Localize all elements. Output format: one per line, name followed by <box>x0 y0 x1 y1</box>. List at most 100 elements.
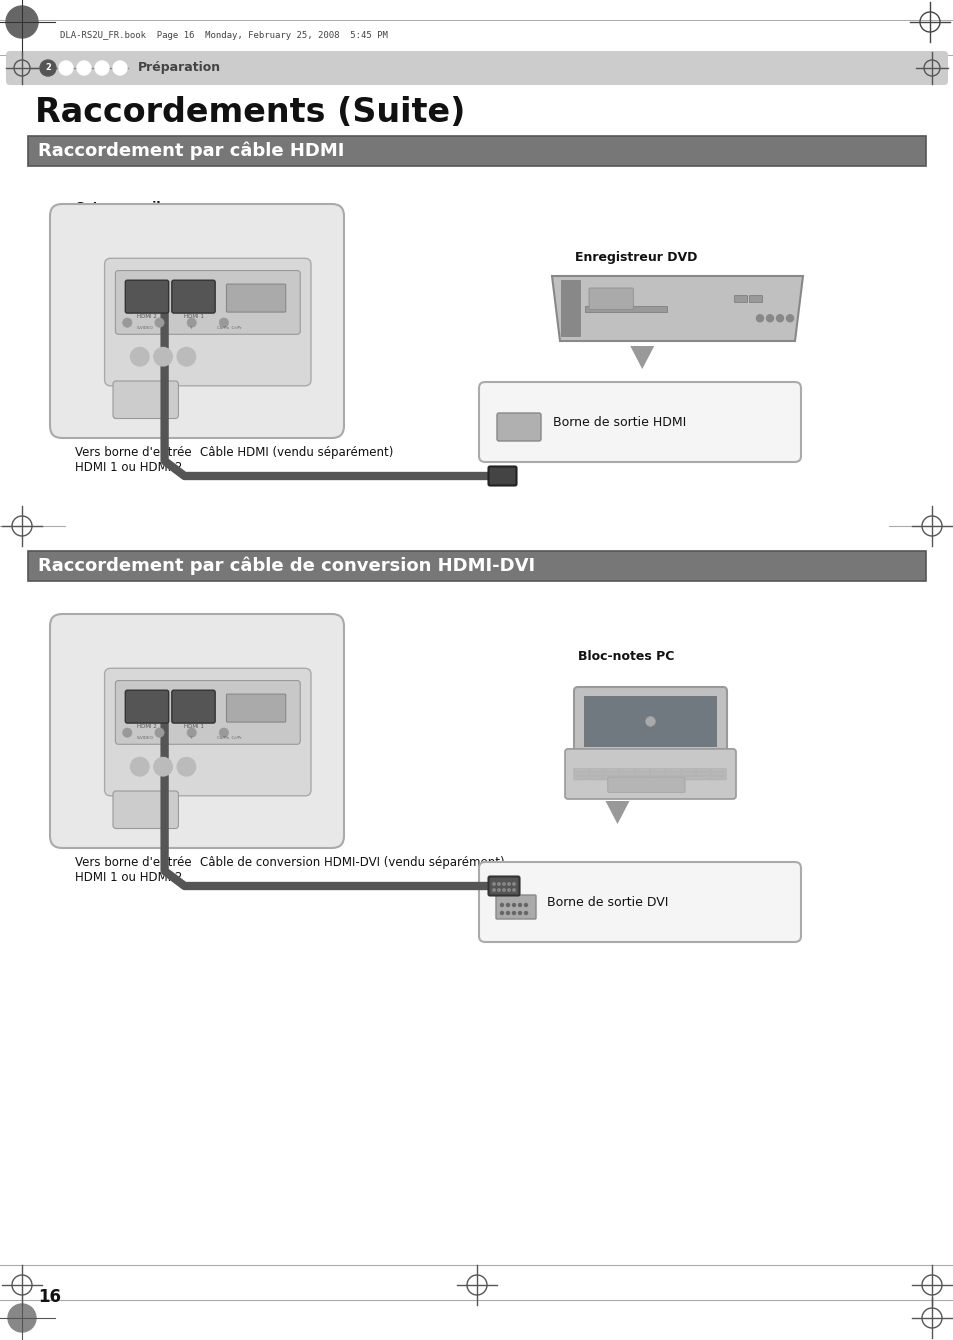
FancyBboxPatch shape <box>696 769 710 772</box>
FancyBboxPatch shape <box>650 777 664 780</box>
Polygon shape <box>552 276 802 340</box>
Text: 2: 2 <box>45 63 51 72</box>
FancyBboxPatch shape <box>28 135 925 166</box>
FancyBboxPatch shape <box>478 382 801 462</box>
FancyBboxPatch shape <box>172 690 215 724</box>
Circle shape <box>500 903 503 906</box>
Circle shape <box>153 347 172 366</box>
FancyBboxPatch shape <box>564 749 735 799</box>
Circle shape <box>756 315 762 322</box>
Circle shape <box>507 883 510 886</box>
Text: Cet appareil: Cet appareil <box>75 201 160 214</box>
Text: Préparation: Préparation <box>138 62 221 75</box>
FancyBboxPatch shape <box>696 773 710 776</box>
FancyBboxPatch shape <box>50 614 344 848</box>
Circle shape <box>513 883 515 886</box>
FancyBboxPatch shape <box>583 695 717 746</box>
FancyBboxPatch shape <box>112 791 178 828</box>
FancyBboxPatch shape <box>589 777 603 780</box>
Circle shape <box>131 347 149 366</box>
Text: Bloc-notes PC: Bloc-notes PC <box>578 650 674 663</box>
FancyBboxPatch shape <box>28 551 925 582</box>
Ellipse shape <box>95 62 109 75</box>
FancyBboxPatch shape <box>635 769 649 772</box>
Circle shape <box>524 911 527 914</box>
FancyBboxPatch shape <box>619 773 634 776</box>
FancyBboxPatch shape <box>560 280 580 336</box>
FancyBboxPatch shape <box>680 777 695 780</box>
FancyBboxPatch shape <box>496 895 536 919</box>
FancyBboxPatch shape <box>226 284 285 312</box>
Circle shape <box>40 60 56 76</box>
FancyBboxPatch shape <box>734 296 747 303</box>
FancyBboxPatch shape <box>573 777 588 780</box>
FancyBboxPatch shape <box>125 690 169 724</box>
Text: DLA-RS2U_FR.book  Page 16  Monday, February 25, 2008  5:45 PM: DLA-RS2U_FR.book Page 16 Monday, Februar… <box>60 32 388 40</box>
FancyBboxPatch shape <box>711 773 725 776</box>
FancyBboxPatch shape <box>105 669 311 796</box>
Polygon shape <box>605 801 629 824</box>
Circle shape <box>187 728 196 737</box>
Ellipse shape <box>59 62 73 75</box>
FancyBboxPatch shape <box>680 769 695 772</box>
Circle shape <box>513 888 515 891</box>
FancyBboxPatch shape <box>50 204 344 438</box>
Text: S-VIDEO: S-VIDEO <box>136 736 153 740</box>
Text: Cet appareil: Cet appareil <box>75 616 160 628</box>
FancyBboxPatch shape <box>749 296 761 303</box>
Circle shape <box>518 911 521 914</box>
Text: Raccordements (Suite): Raccordements (Suite) <box>35 96 465 129</box>
Text: HDMI 1: HDMI 1 <box>183 314 203 319</box>
Circle shape <box>493 888 495 891</box>
Text: Y: Y <box>189 736 191 740</box>
Text: Vers borne d'entrée
HDMI 1 ou HDMI 2: Vers borne d'entrée HDMI 1 ou HDMI 2 <box>75 856 192 884</box>
FancyBboxPatch shape <box>226 694 285 722</box>
FancyBboxPatch shape <box>619 777 634 780</box>
FancyBboxPatch shape <box>711 769 725 772</box>
Text: HDMI 1: HDMI 1 <box>183 724 203 729</box>
Text: Raccordement par câble HDMI: Raccordement par câble HDMI <box>38 142 344 161</box>
Polygon shape <box>630 346 654 369</box>
FancyBboxPatch shape <box>650 773 664 776</box>
FancyBboxPatch shape <box>604 777 618 780</box>
Circle shape <box>765 315 773 322</box>
Text: Enregistreur DVD: Enregistreur DVD <box>575 251 697 264</box>
Circle shape <box>219 318 229 327</box>
Circle shape <box>154 728 164 737</box>
Text: Y: Y <box>189 326 191 330</box>
Text: Cb/Pb  Cr/Pr: Cb/Pb Cr/Pr <box>216 736 241 740</box>
FancyBboxPatch shape <box>115 271 300 334</box>
Circle shape <box>497 883 499 886</box>
FancyBboxPatch shape <box>105 259 311 386</box>
Circle shape <box>123 318 132 327</box>
Text: HDMI 2: HDMI 2 <box>137 314 156 319</box>
FancyBboxPatch shape <box>711 777 725 780</box>
Circle shape <box>785 315 793 322</box>
Text: 16: 16 <box>38 1288 61 1306</box>
FancyBboxPatch shape <box>665 769 679 772</box>
FancyBboxPatch shape <box>589 769 603 772</box>
FancyBboxPatch shape <box>478 862 801 942</box>
Circle shape <box>493 883 495 886</box>
Circle shape <box>502 883 505 886</box>
FancyBboxPatch shape <box>115 681 300 744</box>
FancyBboxPatch shape <box>635 773 649 776</box>
Circle shape <box>497 888 499 891</box>
FancyBboxPatch shape <box>573 769 588 772</box>
Ellipse shape <box>112 62 127 75</box>
FancyBboxPatch shape <box>680 773 695 776</box>
Circle shape <box>507 888 510 891</box>
FancyBboxPatch shape <box>696 777 710 780</box>
Circle shape <box>153 757 172 776</box>
Text: Cb/Pb  Cr/Pr: Cb/Pb Cr/Pr <box>216 326 241 330</box>
FancyBboxPatch shape <box>604 773 618 776</box>
Circle shape <box>131 757 149 776</box>
Text: Borne de sortie HDMI: Borne de sortie HDMI <box>553 415 685 429</box>
FancyBboxPatch shape <box>619 769 634 772</box>
Circle shape <box>506 903 509 906</box>
Circle shape <box>512 911 515 914</box>
FancyBboxPatch shape <box>665 777 679 780</box>
FancyBboxPatch shape <box>584 306 666 312</box>
FancyBboxPatch shape <box>589 773 603 776</box>
FancyBboxPatch shape <box>172 280 215 314</box>
